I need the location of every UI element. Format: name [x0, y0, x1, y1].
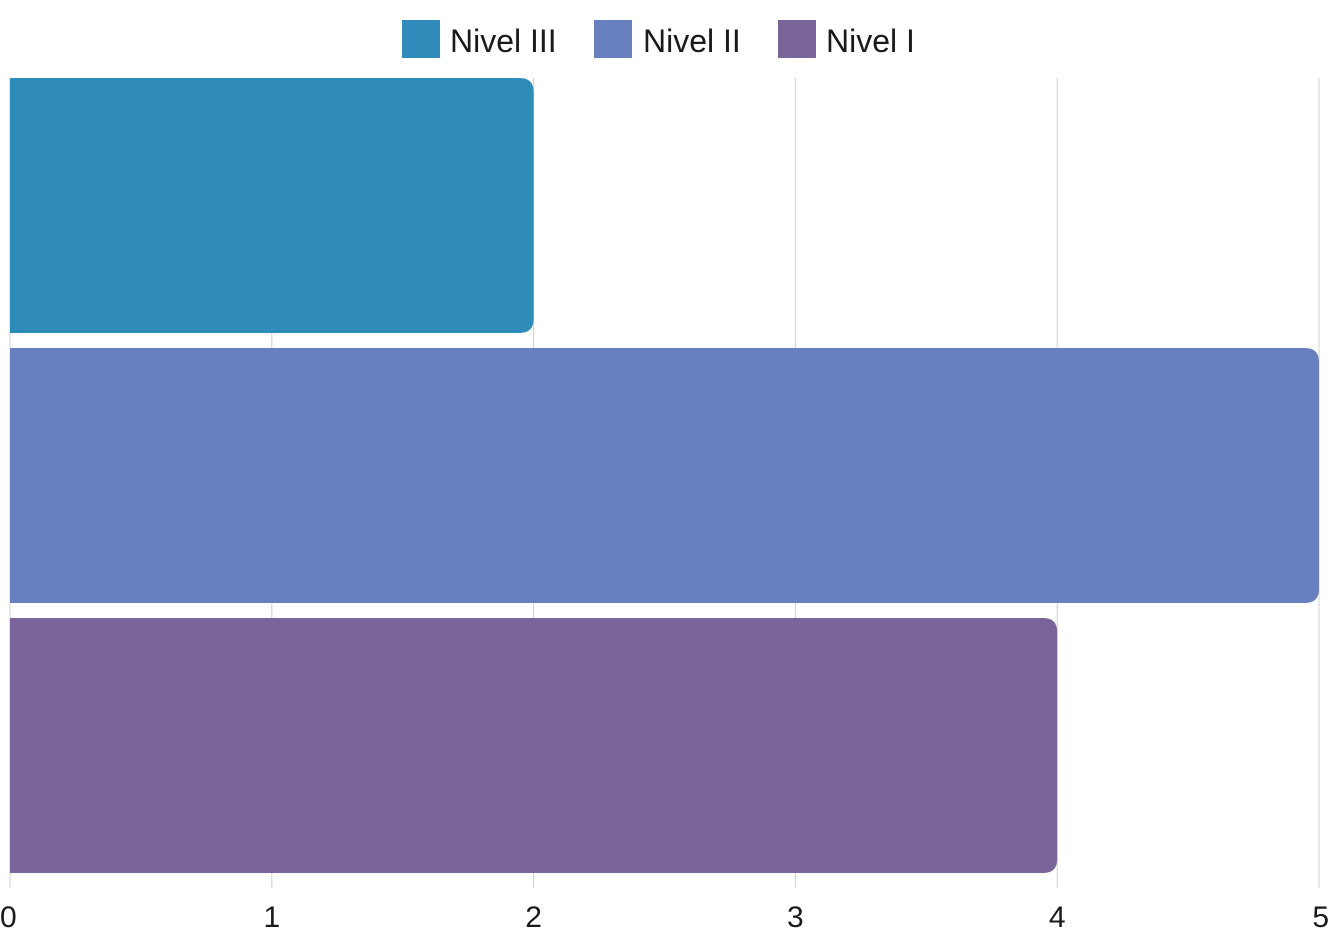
legend-item-nivel-i: Nivel I — [778, 20, 915, 59]
x-axis: 0 1 2 3 4 5 — [0, 901, 1329, 930]
legend-item-nivel-iii: Nivel III — [402, 20, 557, 59]
legend-swatch — [594, 20, 632, 58]
legend-swatch — [402, 20, 440, 58]
bar-nivel-ii — [10, 348, 1319, 603]
x-tick-label-0: 0 — [0, 901, 17, 930]
legend: Nivel III Nivel II Nivel I — [402, 20, 915, 59]
legend-label: Nivel I — [826, 23, 915, 59]
bars — [10, 78, 1319, 873]
legend-label: Nivel III — [450, 23, 557, 59]
x-tick-label-5: 5 — [1312, 901, 1329, 930]
legend-label: Nivel II — [643, 23, 741, 59]
x-tick-label-1: 1 — [263, 901, 280, 930]
x-tick-label-2: 2 — [525, 901, 542, 930]
legend-swatch — [778, 20, 816, 58]
legend-item-nivel-ii: Nivel II — [594, 20, 741, 59]
x-tick-label-3: 3 — [787, 901, 804, 930]
bar-nivel-iii — [10, 78, 534, 333]
x-tick-label-4: 4 — [1049, 901, 1066, 930]
bar-nivel-i — [10, 618, 1058, 873]
